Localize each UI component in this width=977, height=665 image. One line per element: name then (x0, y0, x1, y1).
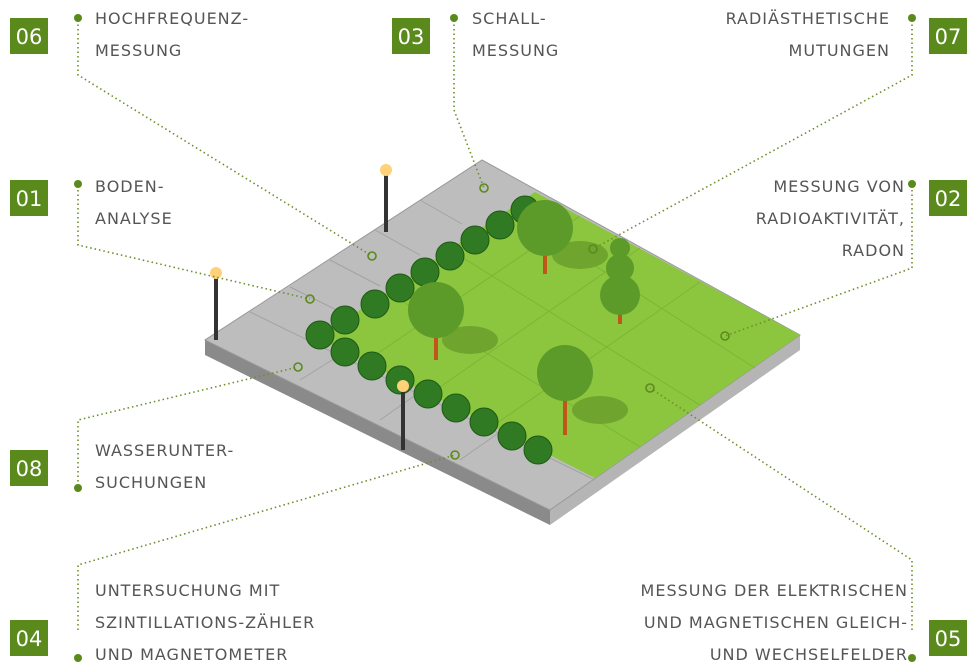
label-line: UND MAGNETISCHEN GLEICH- (644, 613, 908, 632)
number: 08 (16, 457, 43, 481)
label-line: RADIOAKTIVITÄT, (756, 209, 905, 228)
label-line: ANALYSE (95, 209, 173, 228)
number: 01 (16, 187, 43, 211)
label-line: BODEN- (95, 177, 164, 196)
label-line: MUTUNGEN (789, 41, 890, 60)
label-line: RADON (842, 241, 905, 260)
number: 02 (935, 187, 962, 211)
label-line: MESSUNG (95, 41, 182, 60)
infographic: 06 HOCHFREQUENZ- MESSUNG 03 SCHALL- MESSUNG 07… (0, 0, 977, 665)
number: 07 (935, 25, 962, 49)
label-line: WASSERUNTER- (95, 441, 234, 460)
label-line: SCHALL- (472, 9, 547, 28)
label-line: UND WECHSELFELDER (710, 645, 908, 664)
label-line: UND MAGNETOMETER (95, 645, 288, 664)
number: 06 (16, 25, 43, 49)
label-line: SUCHUNGEN (95, 473, 207, 492)
label-line: MESSUNG VON (773, 177, 905, 196)
number: 04 (16, 627, 43, 651)
park-scene (205, 160, 800, 525)
label-line: MESSUNG (472, 41, 559, 60)
label-line: SZINTILLATIONS-ZÄHLER (95, 613, 315, 632)
label-line: RADIÄSTHETISCHE (726, 9, 890, 28)
number: 03 (398, 25, 425, 49)
label-line: UNTERSUCHUNG MIT (95, 581, 280, 600)
label-line: MESSUNG DER ELEKTRISCHEN (641, 581, 908, 600)
label-line: HOCHFREQUENZ- (95, 9, 249, 28)
number: 05 (935, 627, 962, 651)
